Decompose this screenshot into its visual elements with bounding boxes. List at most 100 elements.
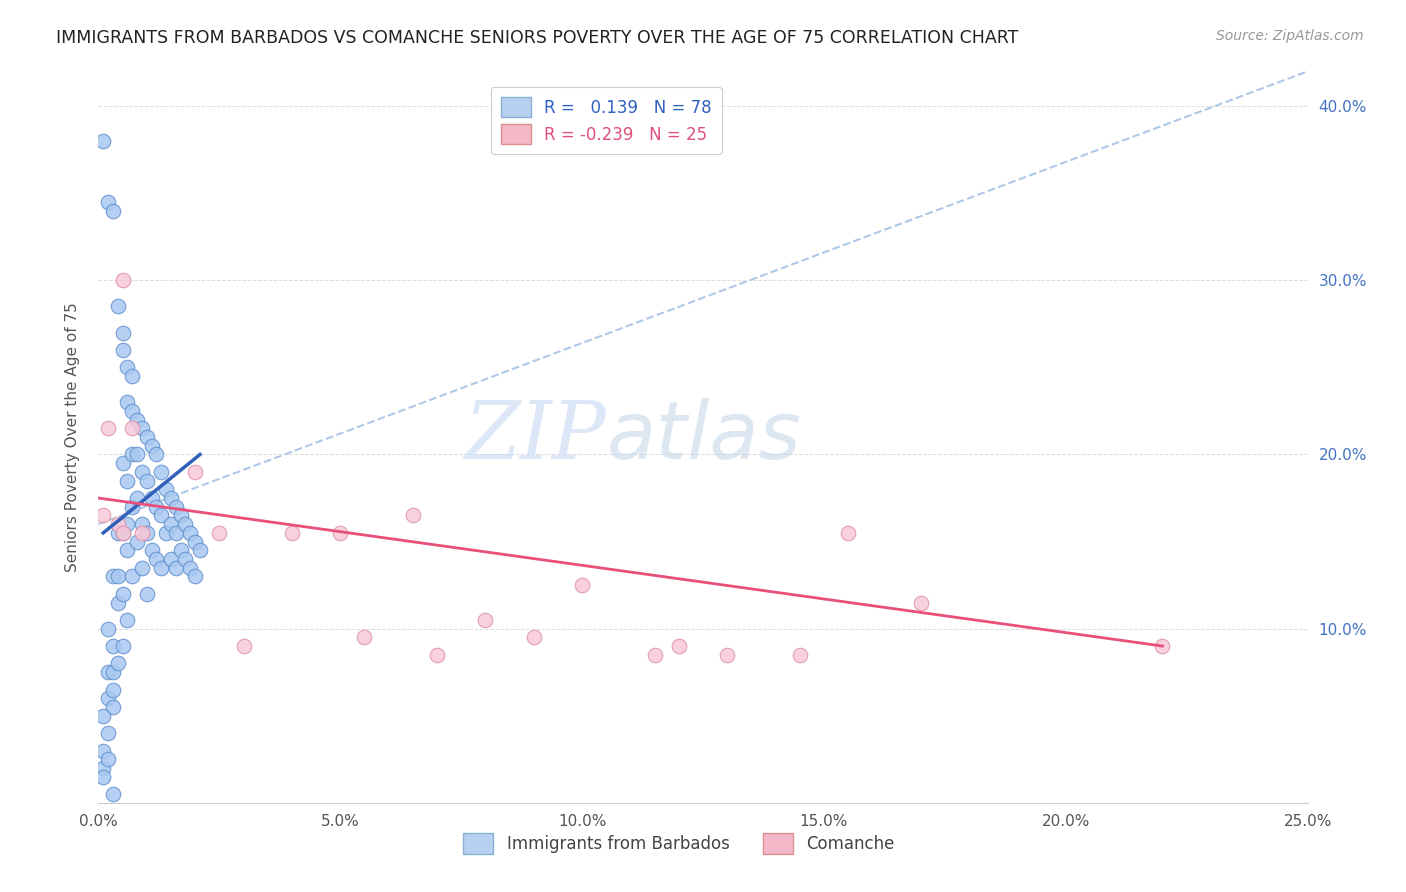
Point [150, 508, 173, 523]
Point [188, 543, 211, 558]
Point [910, 595, 932, 609]
Point [97, 691, 120, 706]
Legend: Immigrants from Barbados, Comanche: Immigrants from Barbados, Comanche [457, 827, 901, 860]
Point [97, 421, 120, 435]
Point [97, 665, 120, 680]
Point [121, 421, 143, 435]
Point [91, 743, 114, 757]
Point [135, 525, 157, 540]
Point [131, 560, 153, 574]
Point [789, 648, 811, 662]
Point [208, 525, 231, 540]
Point [174, 517, 197, 532]
Point [91, 770, 114, 784]
Point [111, 587, 134, 601]
Point [184, 465, 207, 479]
Point [127, 448, 149, 462]
Point [127, 534, 149, 549]
Point [169, 543, 191, 558]
Point [644, 648, 666, 662]
Point [111, 326, 134, 340]
Point [329, 525, 352, 540]
Point [131, 465, 153, 479]
Point [232, 639, 254, 653]
Point [1152, 639, 1174, 653]
Point [111, 456, 134, 470]
Point [117, 474, 139, 488]
Point [169, 508, 191, 523]
Point [117, 543, 139, 558]
Point [184, 569, 207, 583]
Point [184, 534, 207, 549]
Point [121, 569, 143, 583]
Text: Source: ZipAtlas.com: Source: ZipAtlas.com [1216, 29, 1364, 43]
Point [97, 194, 120, 209]
Point [111, 343, 134, 357]
Point [101, 787, 124, 801]
Point [131, 421, 153, 435]
Point [107, 525, 129, 540]
Point [101, 203, 124, 218]
Point [91, 761, 114, 775]
Point [97, 752, 120, 766]
Point [174, 552, 197, 566]
Point [135, 587, 157, 601]
Point [117, 395, 139, 409]
Point [111, 525, 134, 540]
Point [91, 508, 114, 523]
Point [179, 525, 201, 540]
Point [150, 465, 173, 479]
Point [101, 682, 124, 697]
Point [111, 639, 134, 653]
Text: atlas: atlas [606, 398, 801, 476]
Point [165, 500, 187, 514]
Point [716, 648, 738, 662]
Point [837, 525, 859, 540]
Point [97, 726, 120, 740]
Point [523, 631, 546, 645]
Point [101, 700, 124, 714]
Point [117, 360, 139, 375]
Point [107, 569, 129, 583]
Point [145, 552, 167, 566]
Point [160, 517, 183, 532]
Point [91, 708, 114, 723]
Point [353, 631, 375, 645]
Point [111, 273, 134, 287]
Point [101, 665, 124, 680]
Point [117, 613, 139, 627]
Point [101, 569, 124, 583]
Point [160, 552, 183, 566]
Point [165, 560, 187, 574]
Point [141, 543, 163, 558]
Text: ZIP: ZIP [464, 399, 606, 475]
Point [107, 517, 129, 532]
Point [131, 517, 153, 532]
Point [145, 500, 167, 514]
Point [474, 613, 496, 627]
Point [111, 525, 134, 540]
Point [121, 404, 143, 418]
Point [281, 525, 304, 540]
Point [571, 578, 593, 592]
Point [121, 500, 143, 514]
Point [127, 412, 149, 426]
Point [155, 525, 177, 540]
Text: IMMIGRANTS FROM BARBADOS VS COMANCHE SENIORS POVERTY OVER THE AGE OF 75 CORRELAT: IMMIGRANTS FROM BARBADOS VS COMANCHE SEN… [56, 29, 1018, 46]
Point [121, 369, 143, 384]
Point [127, 491, 149, 505]
Point [145, 448, 167, 462]
Point [141, 491, 163, 505]
Point [121, 448, 143, 462]
Point [101, 639, 124, 653]
Point [141, 439, 163, 453]
Point [107, 595, 129, 609]
Point [150, 560, 173, 574]
Point [107, 300, 129, 314]
Point [179, 560, 201, 574]
Point [135, 430, 157, 444]
Y-axis label: Seniors Poverty Over the Age of 75: Seniors Poverty Over the Age of 75 [65, 302, 80, 572]
Point [165, 525, 187, 540]
Point [91, 134, 114, 148]
Point [155, 483, 177, 497]
